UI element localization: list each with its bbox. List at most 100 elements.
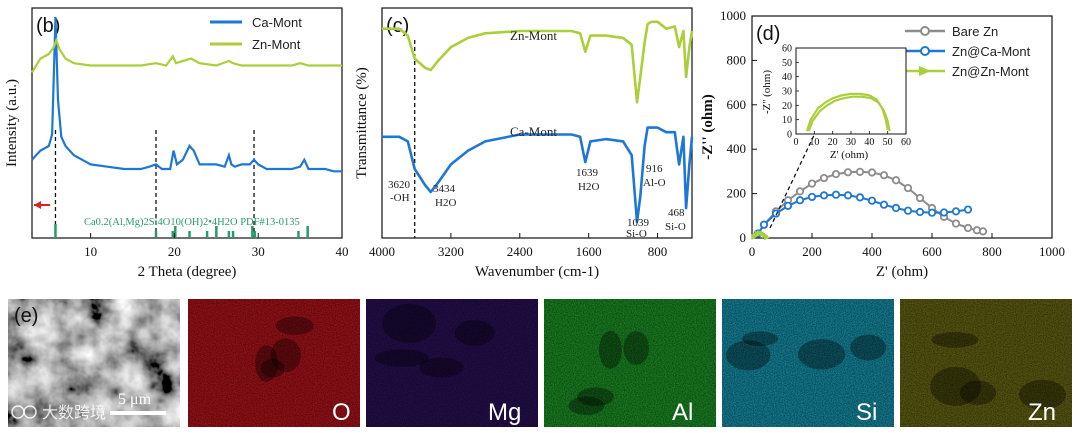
series-zn-mont xyxy=(382,20,694,104)
point-0-18 xyxy=(963,223,973,233)
xtick-10: 10 xyxy=(84,244,97,259)
panel-b-x-ticks: 10 20 30 40 xyxy=(84,233,349,259)
series-ca-mont xyxy=(382,126,694,224)
legend-ca-mont: Ca-Mont xyxy=(252,15,302,30)
panel-b-arrow-head xyxy=(34,201,41,209)
point-0-13 xyxy=(903,183,913,193)
eds-label-zn: Zn xyxy=(1028,399,1056,426)
eds-map-si: Si xyxy=(722,299,894,427)
ann-3434: 3434 xyxy=(433,183,456,195)
ann-468: 468 xyxy=(668,207,685,219)
point-0-8 xyxy=(843,168,853,177)
point-1-15 xyxy=(927,208,937,217)
panel-d: (d) 0 200 400 600 800 1000 02004006008001000 … xyxy=(700,8,1065,280)
inset-series xyxy=(805,92,891,132)
eds-shadow-2-1 xyxy=(623,331,649,365)
eds-label-si: Si xyxy=(856,399,877,426)
point-0-20 xyxy=(978,227,988,236)
ytick-0: 0 xyxy=(740,230,747,245)
inset-xtick-30: 30 xyxy=(846,137,856,148)
point-2-6 xyxy=(764,234,770,241)
point-1-4 xyxy=(795,196,805,205)
legend-marker-bare-zn xyxy=(920,26,930,36)
ytick-200: 200 xyxy=(727,186,747,201)
legend-marker-zn-zn-mont xyxy=(919,66,931,76)
eds-shadow-4-3 xyxy=(1018,379,1066,410)
point-0-17 xyxy=(951,219,961,228)
eds-shadow-1-3 xyxy=(419,357,464,378)
panel-b-series xyxy=(31,17,342,173)
xtick-40: 40 xyxy=(336,244,349,259)
inset-xtick-60: 60 xyxy=(901,137,911,148)
legend-zn-zn-mont: Zn@Zn-Mont xyxy=(952,64,1029,79)
xtick-1600: 1600 xyxy=(576,244,602,259)
xtick-200: 200 xyxy=(802,244,822,259)
inset-ytick-10: 10 xyxy=(782,115,792,126)
eds-shadow-3-0 xyxy=(797,339,846,370)
panel-c: (c) 4000 3200 2400 1600 800 Zn-Mont Ca-Mont … xyxy=(354,7,694,280)
inset-ylabel: -Z'' (ohm) xyxy=(761,70,773,114)
panel-c-ylabel: Transmittance (%) xyxy=(354,67,370,179)
panel-c-series xyxy=(382,20,694,224)
sem-image xyxy=(8,299,180,427)
inset-ytick-40: 40 xyxy=(782,72,792,83)
eds-shadow-2-2 xyxy=(598,330,622,369)
ytick-400: 400 xyxy=(727,141,747,156)
eds-shadow-4-1 xyxy=(931,331,979,348)
eds-shadow-3-1 xyxy=(741,331,779,346)
point-1-10 xyxy=(867,196,877,205)
panel-d-x-ticks: 0 200 400 600 800 1000 xyxy=(749,233,1065,259)
eds-shadow-0-0 xyxy=(260,358,285,378)
inset-xtick-20: 20 xyxy=(828,137,838,148)
eds-shadow-0-1 xyxy=(255,345,278,382)
panel-b-reference-label: Ca0.2(Al,Mg)2Si4O10(OH)2•4H2O PDF#13-013… xyxy=(84,217,300,228)
ann-1039-sub: Si-O xyxy=(626,228,647,240)
eds-shadow-0-3 xyxy=(275,316,314,336)
xtick-400: 400 xyxy=(862,244,882,259)
panel-c-label-zn-mont: Zn-Mont xyxy=(510,28,557,43)
panel-b: (b) 10 20 30 40 Ca0.2(Al,Mg)2Si4O10(OH)2•4H… xyxy=(4,7,349,280)
xtick-800: 800 xyxy=(982,244,1002,259)
eds-label-mg: Mg xyxy=(488,399,521,426)
inset-xtick-10: 10 xyxy=(809,137,819,148)
xtick-800: 800 xyxy=(648,244,668,259)
point-1-2 xyxy=(771,209,781,218)
inset-ytick-0: 0 xyxy=(787,130,792,141)
xtick-1000: 1000 xyxy=(1039,244,1065,259)
eds-shadow-4-2 xyxy=(930,366,982,407)
point-0-4 xyxy=(795,187,805,196)
panel-d-y-ticks: 0 200 400 600 800 1000 xyxy=(720,8,757,245)
point-0-5 xyxy=(807,179,817,188)
xtick-30: 30 xyxy=(252,244,265,259)
point-0-7 xyxy=(831,169,841,179)
eds-shadow-4-0 xyxy=(959,380,997,405)
panel-d-ylabel: -Z'' (ohm) xyxy=(700,94,716,159)
point-1-9 xyxy=(855,193,865,202)
panel-c-label-ca-mont: Ca-Mont xyxy=(510,124,557,139)
xtick-20: 20 xyxy=(168,244,181,259)
inset-xlabel: Z' (ohm) xyxy=(830,149,869,161)
point-1-13 xyxy=(903,206,913,215)
inset-series-1 xyxy=(807,95,891,132)
eds-shadow-3-2 xyxy=(726,340,771,371)
point-0-6 xyxy=(819,173,829,183)
point-1-14 xyxy=(915,207,925,217)
panel-b-legend: Ca-Mont Zn-Mont xyxy=(210,15,302,52)
point-1-6 xyxy=(819,191,829,200)
eds-shadow-1-1 xyxy=(382,303,437,343)
ytick-1000: 1000 xyxy=(720,8,746,23)
point-1-17 xyxy=(951,207,961,216)
point-0-14 xyxy=(915,193,925,203)
point-1-16 xyxy=(939,208,949,217)
eds-map-o: O xyxy=(188,299,360,427)
xtick-2400: 2400 xyxy=(507,244,533,259)
series-zn-mont xyxy=(31,36,342,73)
panel-d-legend: Bare Zn Zn@Ca-Mont Zn@Zn-Mont xyxy=(905,24,1031,79)
ann-3620-sub: -OH xyxy=(390,192,410,204)
inset-ytick-30: 30 xyxy=(782,87,792,98)
panel-c-xlabel: Wavenumber (cm-1) xyxy=(475,264,599,280)
panel-b-frame xyxy=(31,7,343,239)
eds-shadow-2-0 xyxy=(568,396,605,415)
